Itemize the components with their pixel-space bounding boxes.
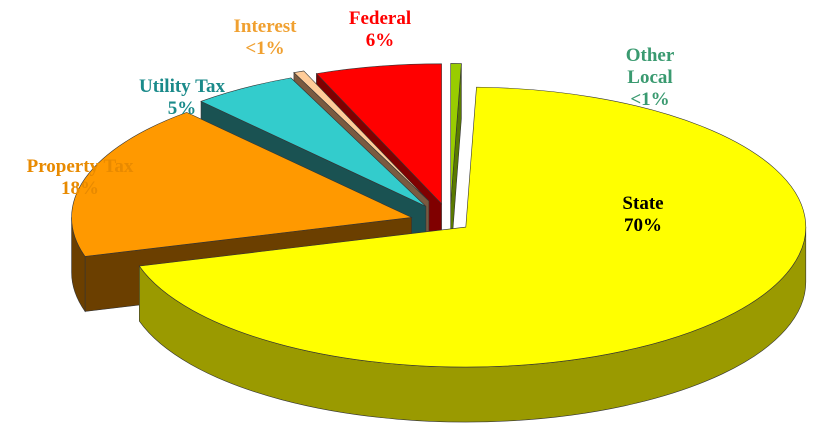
slice (71, 112, 413, 257)
slice-label: State 70% (598, 193, 688, 237)
label-value: <1% (630, 89, 670, 110)
label-value: 70% (624, 215, 662, 236)
label-value: <1% (245, 38, 285, 59)
label-name: Interest (233, 16, 297, 37)
slice-label: Other Local <1% (615, 45, 685, 111)
slice (200, 77, 427, 207)
slice-label: Interest <1% (220, 16, 310, 60)
label-name: State (622, 193, 664, 214)
label-value: 6% (365, 30, 395, 51)
label-name: Other Local (625, 45, 675, 88)
slice (315, 63, 442, 205)
label-name: Utility Tax (138, 76, 226, 97)
slice (293, 70, 430, 202)
label-value: 18% (61, 178, 99, 199)
label-name: Property Tax (26, 156, 134, 177)
slice (450, 63, 462, 204)
label-name: Federal (348, 8, 412, 29)
label-value: 5% (167, 98, 197, 119)
slice-label: Federal 6% (335, 8, 425, 52)
slice-label: Utility Tax 5% (122, 76, 242, 120)
slice-label: Property Tax 18% (10, 156, 150, 200)
slice (138, 86, 807, 368)
